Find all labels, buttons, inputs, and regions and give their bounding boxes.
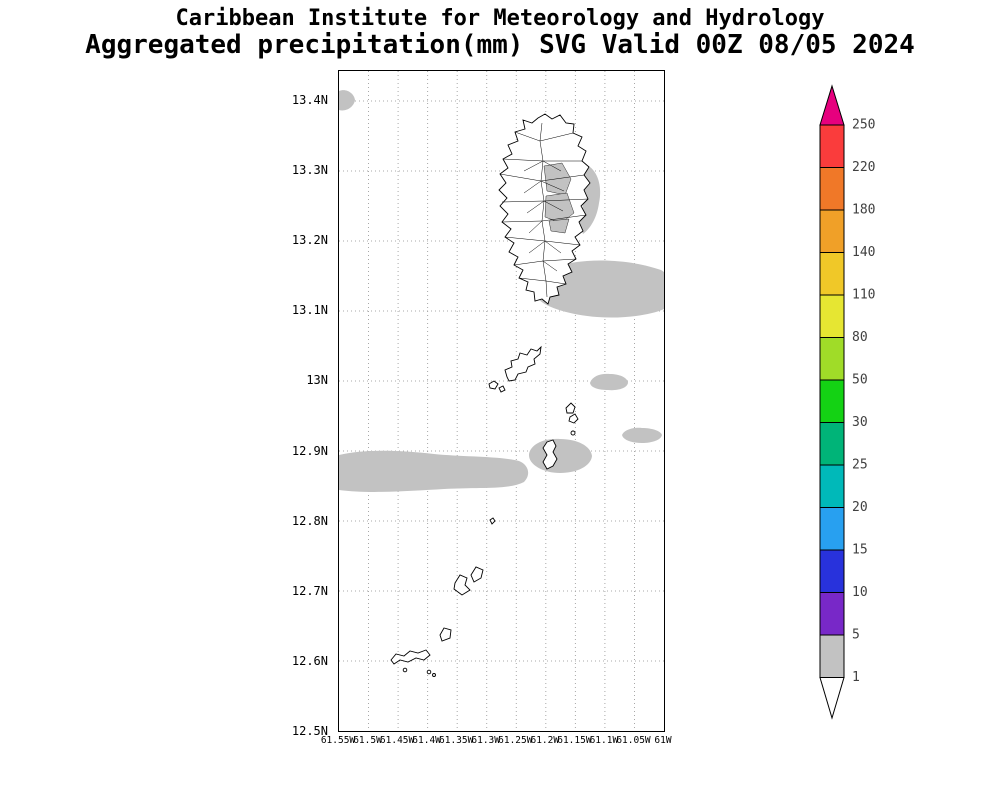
lon-tick-label: 61.1W [589,735,619,746]
map-panel [338,70,665,732]
grenadine-islands [390,345,579,677]
colorbar-segment [819,549,845,593]
lat-tick-label: 13.2N [291,233,328,247]
lat-tick-label: 12.8N [291,514,328,528]
lon-tick-label: 61.2W [530,735,560,746]
colorbar-tick-label: 25 [852,458,868,473]
grid-lines [339,71,664,731]
lon-tick-label: 61.15W [557,735,592,746]
colorbar-segment [819,379,845,423]
colorbar-tick-label: 30 [852,415,868,430]
shaded-watersheds [543,162,575,234]
product-title: Aggregated precipitation(mm) SVG Valid 0… [85,30,915,60]
colorbar-segment [819,422,845,466]
lon-tick-label: 61.55W [320,735,356,746]
lon-tick-label: 61W [654,735,672,746]
colorbar-tick-label: 10 [852,585,868,600]
colorbar-tick-label: 140 [852,245,875,260]
lon-tick-label: 61.35W [439,735,474,746]
colorbar-segment [819,252,845,296]
colorbar-segment [819,294,845,338]
island-battowia [565,402,576,414]
island-mustique [542,439,558,470]
colorbar-tick-label: 1 [852,670,860,685]
lon-tick-label: 61.3W [471,735,500,746]
precip-shaded-region [528,438,592,473]
island-canouan [453,574,471,596]
colorbar-segment [819,592,845,636]
precip-shaded-region [590,373,628,391]
colorbar-segment [819,124,845,168]
lat-tick-label: 12.6N [291,654,328,668]
colorbar-tick-label: 110 [852,288,875,303]
lat-tick-label: 12.5N [291,724,328,738]
island-baliceaux [568,413,579,424]
colorbar-segment [819,209,845,253]
precip-shaded-region [622,427,662,443]
lat-tick-label: 13.1N [291,303,328,317]
islet [570,430,576,436]
lon-tick-label: 61.05W [616,735,651,746]
lat-tick-label: 12.9N [291,444,328,458]
island-union [390,649,431,665]
colorbar-tick-label: 180 [852,203,875,218]
islet [489,517,496,525]
islet [402,667,408,673]
lat-tick-label: 13.4N [291,93,328,107]
islet [488,380,499,390]
islet [432,673,436,677]
lat-tick-label: 13.3N [291,163,328,177]
colorbar-segment [819,337,845,381]
precip-colorbar: 250 220 180 140 110 80 50 30 25 20 15 10… [819,84,875,720]
islet [426,669,432,675]
colorbar-tick-label: 220 [852,160,875,175]
lon-tick-label: 61.25W [498,735,533,746]
colorbar-over-arrow [819,84,845,126]
map-canvas [339,71,664,731]
lon-axis: 61.55W 61.5W 61.45W 61.4W 61.35W 61.3W 6… [321,735,672,749]
colorbar-tick-label: 50 [852,373,868,388]
colorbar-tick-label: 20 [852,500,868,515]
colorbar-under-arrow [819,677,845,720]
lat-tick-label: 13N [306,373,328,387]
colorbar-segment [819,464,845,508]
lat-axis: 13.4N 13.3N 13.2N 13.1N 13N 12.9N 12.8N … [256,0,332,800]
islet [498,385,506,393]
colorbar-tick-label: 5 [852,628,860,643]
precip-shaded-regions [339,90,664,492]
island-mayreau [439,627,452,642]
colorbar-segment [819,167,845,211]
colorbar-segment [819,507,845,551]
colorbar-segment [819,634,845,678]
watershed-boundaries [499,122,589,298]
precip-shaded-region [339,90,355,111]
colorbar-tick-label: 15 [852,543,868,558]
island-bequia [504,345,542,382]
islet [470,566,484,583]
lat-tick-label: 12.7N [291,584,328,598]
lon-tick-label: 61.4W [412,735,441,746]
lon-tick-label: 61.5W [353,735,382,746]
colorbar-tick-label: 250 [852,118,875,133]
shaded-watershed [543,162,572,196]
precip-shaded-region [534,260,664,318]
island-st-vincent [498,113,591,305]
precip-shaded-region [339,450,529,492]
colorbar-tick-label: 80 [852,330,868,345]
shaded-watershed [548,218,570,234]
org-title: Caribbean Institute for Meteorology and … [175,6,825,31]
lon-tick-label: 61.45W [379,735,415,746]
